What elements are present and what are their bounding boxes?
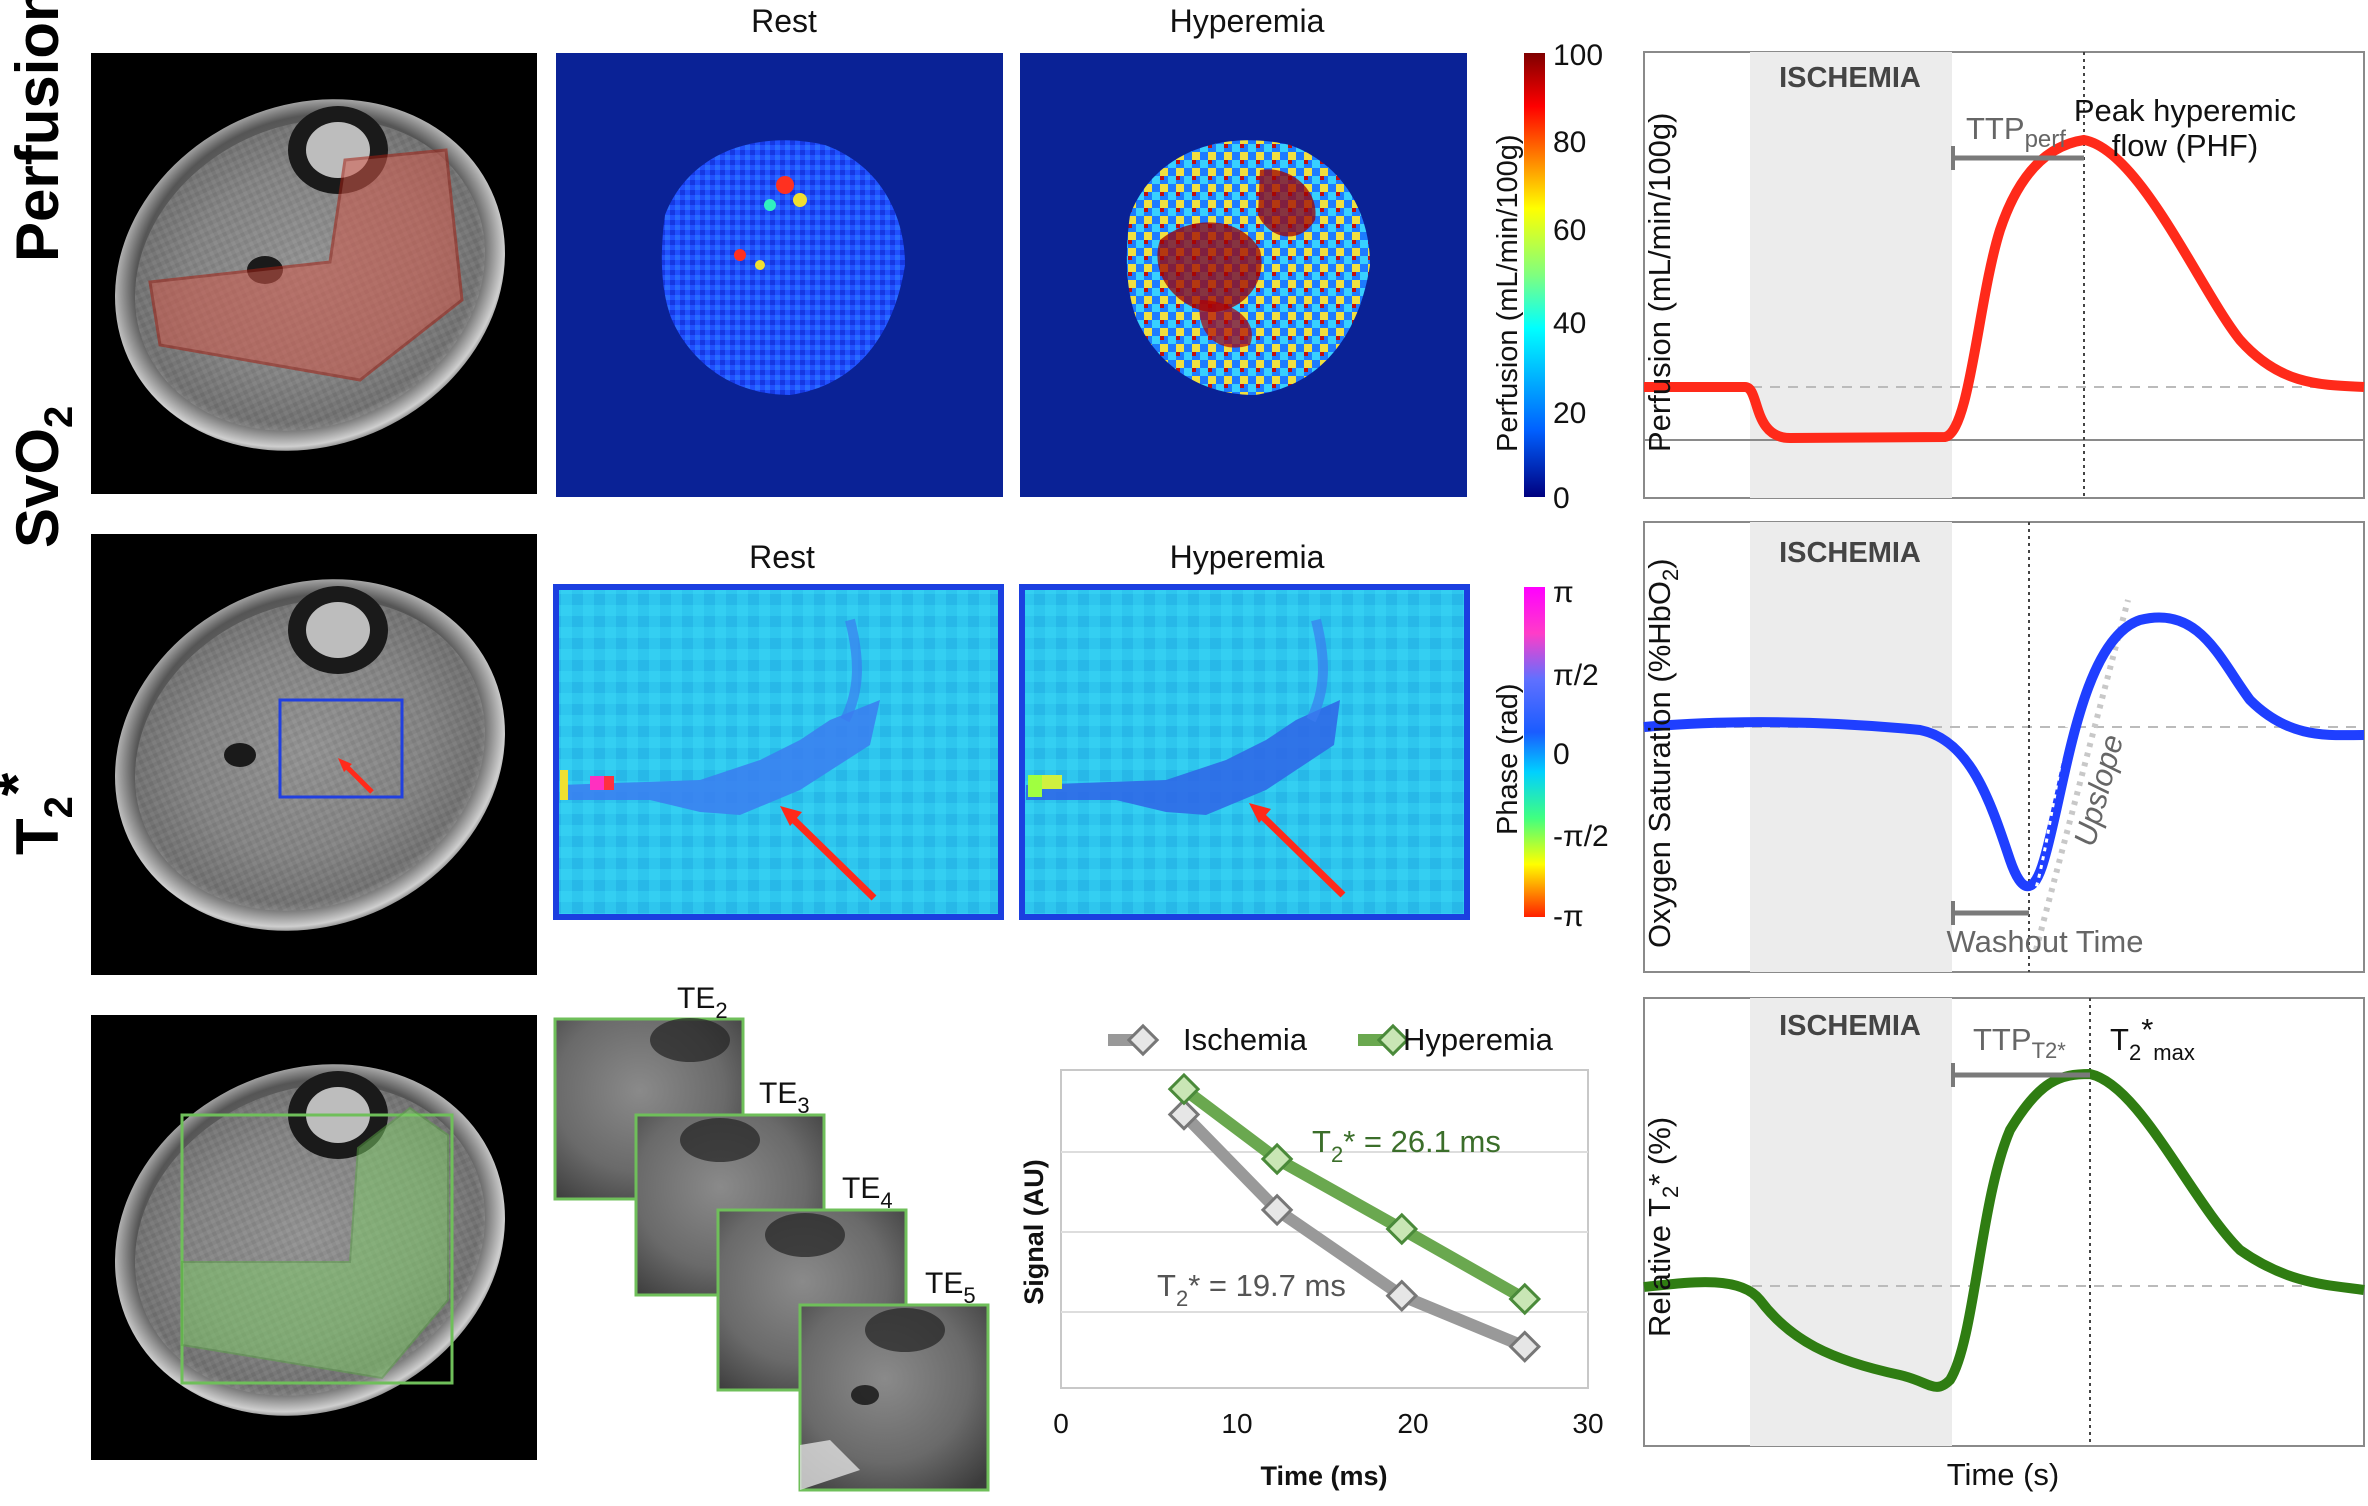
- perfusion-roi: [148, 148, 464, 382]
- row-label-perfusion: Perfusion: [4, 0, 71, 262]
- t2-curve-panel: ISCHEMIA TTPT2* T2*max Relative T2* (%) …: [1642, 997, 2365, 1492]
- ischemia-band: [1750, 52, 1952, 498]
- ischemia-band: [1750, 998, 1952, 1446]
- ttp-perf-label: TTPperf: [1966, 111, 2066, 153]
- phase-rest-title: Rest: [749, 539, 815, 575]
- phase-colorbar-label: Phase (rad): [1492, 683, 1524, 835]
- x-tick-0: 0: [1053, 1408, 1069, 1439]
- phf-label-line1: Peak hyperemic: [2074, 93, 2296, 128]
- x-tick-30: 30: [1572, 1408, 1603, 1439]
- decay-series: [1167, 1072, 1542, 1363]
- legend-hyperemia-label: Hyperemia: [1403, 1022, 1554, 1057]
- hyperemia-fit-label: T2* = 26.1 ms: [1312, 1124, 1501, 1167]
- phase-map-rest: [553, 584, 1004, 920]
- ischemia-point: [1508, 1330, 1542, 1363]
- t2-text: T: [4, 818, 71, 855]
- phase-cb-tick-mpi: -π: [1553, 900, 1584, 933]
- perf-cb-tick-80: 80: [1553, 126, 1586, 159]
- svo2-subscript: 2: [37, 406, 81, 428]
- anatomy-t2star: [91, 1015, 537, 1460]
- phase-cb-tick-mpi2: -π/2: [1553, 820, 1609, 853]
- time-label: Time (s): [1947, 1457, 2060, 1492]
- perf-colorbar-label: Perfusion (mL/min/100g): [1492, 134, 1524, 452]
- perf-hyperemia-title: Hyperemia: [1170, 3, 1325, 39]
- te3-label: TE3: [759, 1077, 810, 1118]
- ischemia-point: [1167, 1098, 1201, 1131]
- anatomy-perfusion: [91, 53, 537, 494]
- hyperemia-series-line: [1180, 1084, 1528, 1305]
- anatomy-svo2: [91, 534, 537, 975]
- oxygen-curve-panel: ISCHEMIA Washout Time Upslope Oxygen Sat…: [1642, 521, 2365, 973]
- hyperemia-point: [1260, 1142, 1294, 1176]
- perfusion-curve-panel: ISCHEMIA TTPperf Peak hyperemic flow (PH…: [1642, 51, 2365, 499]
- t2-curve: [1643, 1068, 2365, 1392]
- perfusion-map-rest: [556, 53, 1003, 497]
- t2-ylabel: Relative T2* (%): [1642, 1117, 1683, 1337]
- legend-hyperemia-marker: [1376, 1023, 1410, 1057]
- legend-ischemia-label: Ischemia: [1183, 1022, 1308, 1057]
- decay-chart: Ischemia Hyperemia 0 10 20 30 Time (ms) …: [1019, 1022, 1604, 1491]
- x-tick-10: 10: [1221, 1408, 1252, 1439]
- ischemia-label-2: ISCHEMIA: [1779, 537, 1921, 569]
- ischemia-label-3: ISCHEMIA: [1779, 1010, 1921, 1042]
- perf-ylabel: Perfusion (mL/min/100g): [1642, 113, 1677, 452]
- phf-label-line2: flow (PHF): [2112, 128, 2258, 163]
- svo2-roi-box: [278, 698, 404, 799]
- perfusion-colorbar: 100 80 60 40 20 0 Perfusion (mL/min/100g…: [1492, 39, 1603, 515]
- perf-cb-tick-20: 20: [1553, 397, 1586, 430]
- x-tick-20: 20: [1397, 1408, 1428, 1439]
- t2-roi: [181, 1106, 449, 1380]
- phase-hyperemia-title: Hyperemia: [1170, 539, 1325, 575]
- oxy-ylabel: Oxygen Saturation (%HbO2): [1642, 558, 1683, 948]
- hyperemia-point: [1508, 1282, 1542, 1316]
- te4-label: TE4: [842, 1172, 893, 1213]
- legend-ischemia-marker: [1126, 1023, 1160, 1057]
- te-stack: TE2 TE3 TE4 TE5: [553, 982, 990, 1492]
- perf-cb-tick-100: 100: [1553, 39, 1603, 72]
- svo2-text: SvO: [4, 428, 71, 548]
- perfusion-map-hyperemia: [1020, 53, 1467, 497]
- te5-label: TE5: [925, 1267, 976, 1308]
- ischemia-label-1: ISCHEMIA: [1779, 62, 1921, 94]
- row-label-t2star: T2*: [0, 772, 81, 855]
- te2-label: TE2: [677, 982, 728, 1023]
- ischemia-fit-label: T2* = 19.7 ms: [1157, 1268, 1346, 1311]
- ischemia-point: [1260, 1193, 1294, 1227]
- ischemia-band: [1750, 522, 1952, 972]
- ttp-t2-label: TTPT2*: [1973, 1022, 2066, 1063]
- row-label-svo2: SvO2: [4, 406, 81, 548]
- phase-cb-tick-pi2: π/2: [1553, 659, 1599, 692]
- t2max-label: T2*max: [2110, 1012, 2195, 1065]
- hyperemia-point: [1167, 1072, 1201, 1106]
- hyperemia-point: [1385, 1212, 1419, 1246]
- ischemia-series-line: [1179, 1110, 1528, 1353]
- decay-ylabel: Signal (AU): [1019, 1159, 1049, 1305]
- phase-cb-tick-0: 0: [1553, 738, 1570, 771]
- decay-xlabel: Time (ms): [1260, 1461, 1387, 1491]
- t2-subscript: 2: [37, 796, 81, 818]
- phase-colorbar: π π/2 0 -π/2 -π Phase (rad): [1492, 576, 1609, 933]
- perf-cb-tick-60: 60: [1553, 214, 1586, 247]
- perfusion-curve: [1644, 134, 2365, 444]
- t2-star: *: [0, 772, 51, 796]
- perf-rest-title: Rest: [751, 3, 817, 39]
- phase-cb-tick-pi: π: [1553, 576, 1574, 609]
- phase-map-hyperemia: [1019, 584, 1470, 920]
- perf-cb-tick-40: 40: [1553, 307, 1586, 340]
- perf-cb-tick-0: 0: [1553, 482, 1570, 515]
- t2-roi-box: [180, 1113, 454, 1385]
- ischemia-point: [1385, 1279, 1419, 1313]
- washout-label: Washout Time: [1947, 924, 2144, 959]
